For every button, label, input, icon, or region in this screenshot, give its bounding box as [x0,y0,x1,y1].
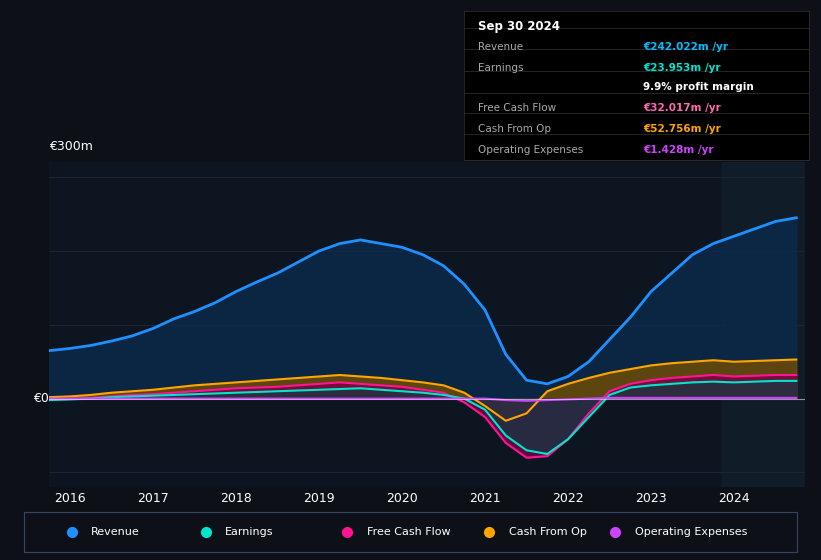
Text: Free Cash Flow: Free Cash Flow [478,103,556,113]
Text: €32.017m /yr: €32.017m /yr [643,103,721,113]
Text: Cash From Op: Cash From Op [509,527,587,537]
Text: €1.428m /yr: €1.428m /yr [643,145,713,155]
Text: Earnings: Earnings [225,527,273,537]
Text: €242.022m /yr: €242.022m /yr [643,43,728,53]
Bar [722,162,813,487]
Text: Revenue: Revenue [478,43,523,53]
Text: €0: €0 [33,392,48,405]
Text: Operating Expenses: Operating Expenses [478,145,583,155]
Text: 9.9% profit margin: 9.9% profit margin [643,82,754,92]
Text: -€100m: -€100m [49,518,98,531]
Text: Earnings: Earnings [478,63,523,73]
Text: Cash From Op: Cash From Op [478,124,551,134]
Text: €300m: €300m [49,139,93,153]
Text: Free Cash Flow: Free Cash Flow [367,527,451,537]
Text: Operating Expenses: Operating Expenses [635,527,747,537]
Text: €23.953m /yr: €23.953m /yr [643,63,721,73]
Text: Sep 30 2024: Sep 30 2024 [478,20,560,33]
Text: €52.756m /yr: €52.756m /yr [643,124,721,134]
Text: Revenue: Revenue [91,527,140,537]
